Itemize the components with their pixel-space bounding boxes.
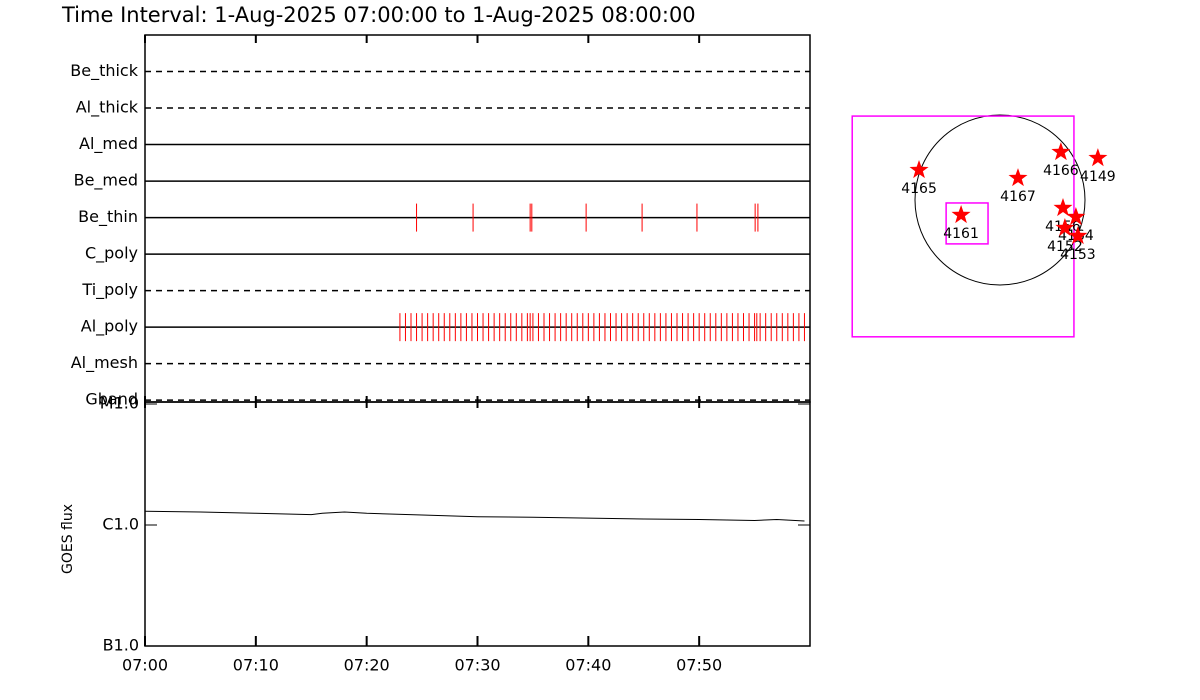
row-label: Be_thick bbox=[70, 61, 138, 81]
region-star bbox=[951, 205, 971, 224]
x-tick-label: 07:40 bbox=[565, 656, 611, 675]
region-label: 4153 bbox=[1060, 247, 1096, 263]
x-tick-label: 07:50 bbox=[676, 656, 722, 675]
region-star bbox=[1068, 226, 1088, 245]
region-label: 4149 bbox=[1080, 169, 1116, 185]
region-label: 4161 bbox=[943, 226, 979, 242]
region-star bbox=[1008, 168, 1028, 187]
region-star bbox=[1066, 207, 1086, 226]
row-label: C_poly bbox=[85, 244, 138, 264]
x-tick-label: 07:20 bbox=[344, 656, 390, 675]
region-star bbox=[1055, 218, 1075, 237]
y-axis-label: GOES flux bbox=[60, 504, 76, 574]
region-label: 4166 bbox=[1043, 163, 1079, 179]
flux-line bbox=[144, 510, 805, 522]
fov-box bbox=[851, 115, 1075, 338]
region-label: 4167 bbox=[1000, 189, 1036, 205]
row-label: Al_mesh bbox=[71, 353, 138, 373]
region-star bbox=[909, 160, 929, 179]
row-label: Be_thin bbox=[78, 207, 138, 227]
row-label: Al_thick bbox=[76, 98, 139, 118]
region-label: 4165 bbox=[901, 181, 937, 197]
panel-frame bbox=[144, 34, 811, 403]
region-label: 4152 bbox=[1047, 239, 1083, 255]
row-label: Ti_poly bbox=[81, 280, 138, 300]
x-tick-label: 07:00 bbox=[122, 656, 168, 675]
panel-frame bbox=[144, 401, 811, 647]
row-label: Be_med bbox=[74, 171, 138, 191]
solar-limb bbox=[914, 114, 1086, 286]
region-star bbox=[1051, 142, 1071, 161]
row-label: Al_poly bbox=[81, 317, 138, 337]
region-star bbox=[1053, 198, 1073, 217]
y-tick-label: B1.0 bbox=[103, 636, 139, 655]
x-tick-label: 07:10 bbox=[233, 656, 279, 675]
fov-box bbox=[945, 202, 989, 245]
row-label: Al_med bbox=[79, 134, 138, 154]
y-tick-label: M1.0 bbox=[100, 394, 139, 413]
chart-title: Time Interval: 1-Aug-2025 07:00:00 to 1-… bbox=[61, 3, 696, 27]
y-tick-label: C1.0 bbox=[102, 515, 139, 534]
x-tick-label: 07:30 bbox=[454, 656, 500, 675]
row-label: Gband bbox=[85, 390, 138, 409]
region-star bbox=[1088, 148, 1108, 167]
